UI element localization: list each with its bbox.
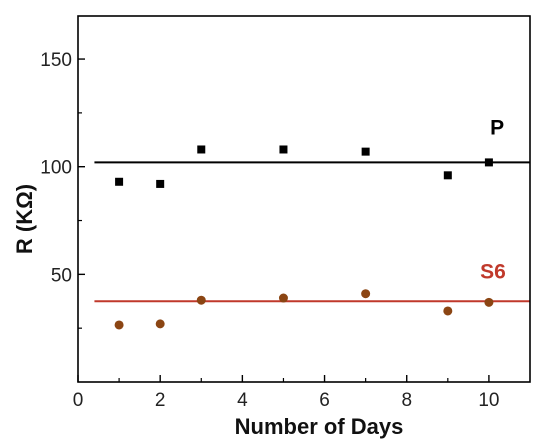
data-point [361, 289, 371, 299]
data-point [484, 158, 493, 167]
data-point [279, 145, 288, 154]
x-axis: 0 2 4 6 8 10 [73, 375, 499, 411]
x-tick-label: 4 [237, 390, 248, 411]
data-point [155, 319, 165, 329]
x-axis-title: Number of Days [235, 414, 404, 439]
y-tick-label: 50 [51, 265, 72, 286]
x-tick-label: 6 [319, 390, 330, 411]
series-label-s6: S6 [480, 261, 506, 284]
series-s6 [94, 289, 530, 330]
x-tick-label: 10 [478, 390, 499, 411]
data-point [115, 177, 124, 186]
axes-frame [77, 15, 531, 383]
y-axis-title: R (KΩ) [12, 184, 37, 254]
series-label-p: P [490, 116, 504, 139]
data-point [197, 145, 206, 154]
y-axis: 50 100 150 [40, 50, 85, 329]
data-point [156, 179, 165, 188]
data-point [196, 295, 206, 305]
x-tick-label: 0 [73, 390, 84, 411]
data-point [443, 171, 452, 180]
y-tick-label: 150 [40, 50, 72, 71]
data-point [361, 147, 370, 156]
data-point [114, 320, 124, 330]
data-point [484, 297, 494, 307]
x-tick-label: 2 [155, 390, 166, 411]
data-point [443, 306, 453, 316]
y-tick-label: 100 [40, 158, 72, 179]
data-point [278, 293, 288, 303]
series-p [94, 145, 530, 188]
plot-area [94, 145, 530, 330]
x-tick-label: 8 [401, 390, 412, 411]
